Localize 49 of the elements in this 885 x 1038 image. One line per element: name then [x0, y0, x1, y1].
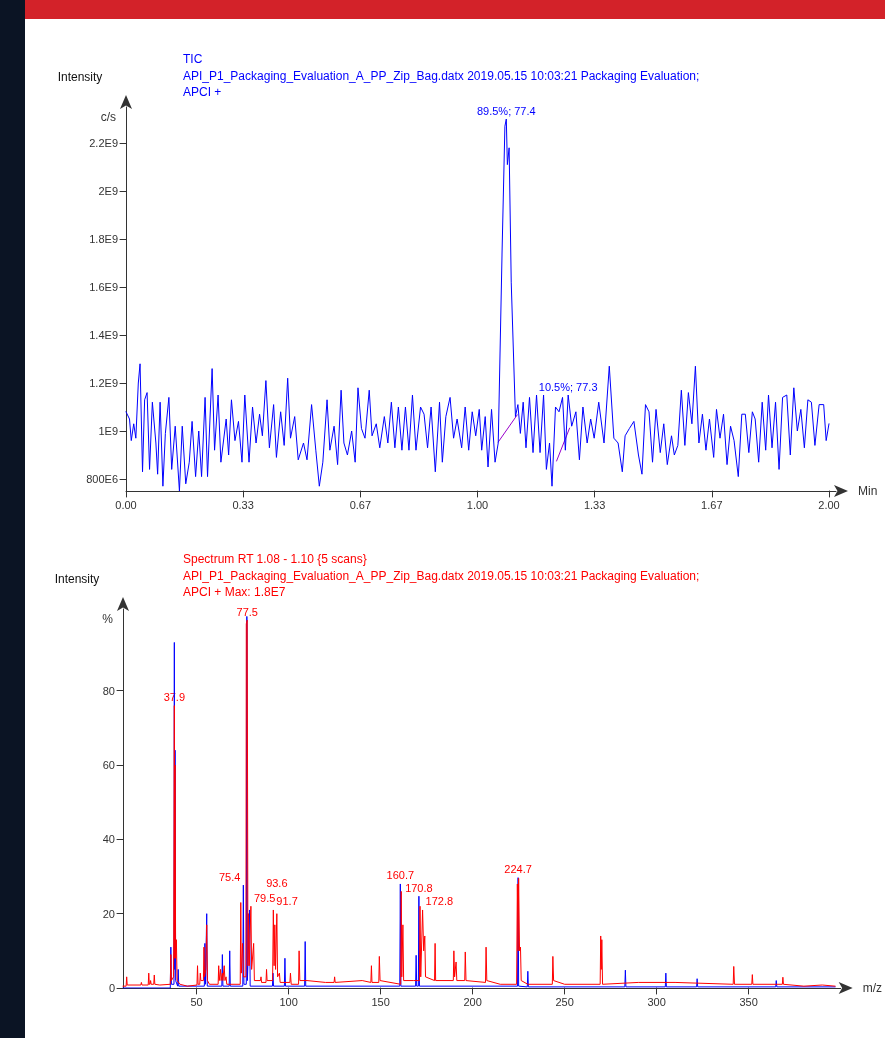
y-tick-label: 60: [102, 759, 115, 772]
x-tick-label: 350: [739, 995, 758, 1008]
y-tick-label: 20: [102, 907, 115, 920]
y-tick-label: 80: [102, 684, 115, 697]
x-tick-label: 1.33: [583, 498, 606, 511]
annotation: 79.5: [253, 891, 276, 904]
line-series: [125, 118, 830, 492]
y-tick-label: 1.8E9: [89, 233, 118, 245]
x-tick-label: 0.00: [115, 498, 137, 511]
annotation: 172.8: [425, 895, 454, 908]
annotation: 160.7: [386, 869, 415, 882]
y-tick-label: 2E9: [98, 185, 118, 197]
chart-subtitle: API_P1_Packaging_Evaluation_A_PP_Zip_Bag.datx 2019.05.15 10:03:21 Packaging Evaluation; APCI + Max: 1.8E7: [183, 569, 700, 599]
chart-title: Spectrum RT 1.08 - 1.10 {5 scans}: [183, 552, 367, 566]
annotation: 75.4: [218, 870, 241, 883]
x-tick-label: 0.33: [232, 498, 254, 511]
x-tick-label: 0.67: [349, 498, 372, 511]
annotation: 170.8: [405, 881, 433, 894]
x-tick-label: 50: [190, 995, 203, 1008]
annotation: 77.5: [236, 605, 258, 618]
chart-subtitle: API_P1_Packaging_Evaluation_A_PP_Zip_Bag.datx 2019.05.15 10:03:21 Packaging Evaluation; APCI +: [183, 69, 700, 99]
text: %: [102, 612, 114, 626]
y-tick-label: 0: [108, 982, 115, 994]
y-tick-label: 40: [102, 833, 115, 846]
text: c/s: [100, 110, 116, 124]
annotation: 224.7: [504, 863, 532, 876]
x-tick-label: 200: [463, 995, 482, 1008]
y-tick-label: 1.4E9: [89, 329, 118, 341]
y-axis-title: Intensity: [57, 70, 103, 84]
y-tick-label: 1E9: [98, 425, 118, 437]
annotation: 91.7: [276, 895, 298, 908]
y-tick-label: 2.2E9: [89, 137, 118, 149]
annotation: 89.5%; 77.4: [476, 104, 536, 117]
x-axis-title: m/z: [862, 981, 883, 995]
x-tick-label: 100: [279, 995, 298, 1008]
x-tick-label: 300: [647, 995, 666, 1008]
y-tick-label: 1.2E9: [89, 377, 118, 389]
x-tick-label: 150: [371, 995, 390, 1008]
y-axis-title: Intensity: [54, 572, 100, 586]
annotation: 93.6: [266, 877, 288, 890]
annotation: 10.5%; 77.3: [538, 380, 598, 393]
y-tick-label: 800E6: [86, 473, 118, 485]
chart-title: TIC: [183, 52, 203, 66]
x-tick-label: 2.00: [818, 498, 840, 511]
x-axis-title: Min: [858, 484, 878, 498]
y-tick-label: 1.6E9: [89, 281, 118, 293]
x-tick-label: 1.67: [701, 498, 723, 511]
x-tick-label: 250: [555, 995, 574, 1008]
x-tick-label: 1.00: [466, 498, 489, 511]
